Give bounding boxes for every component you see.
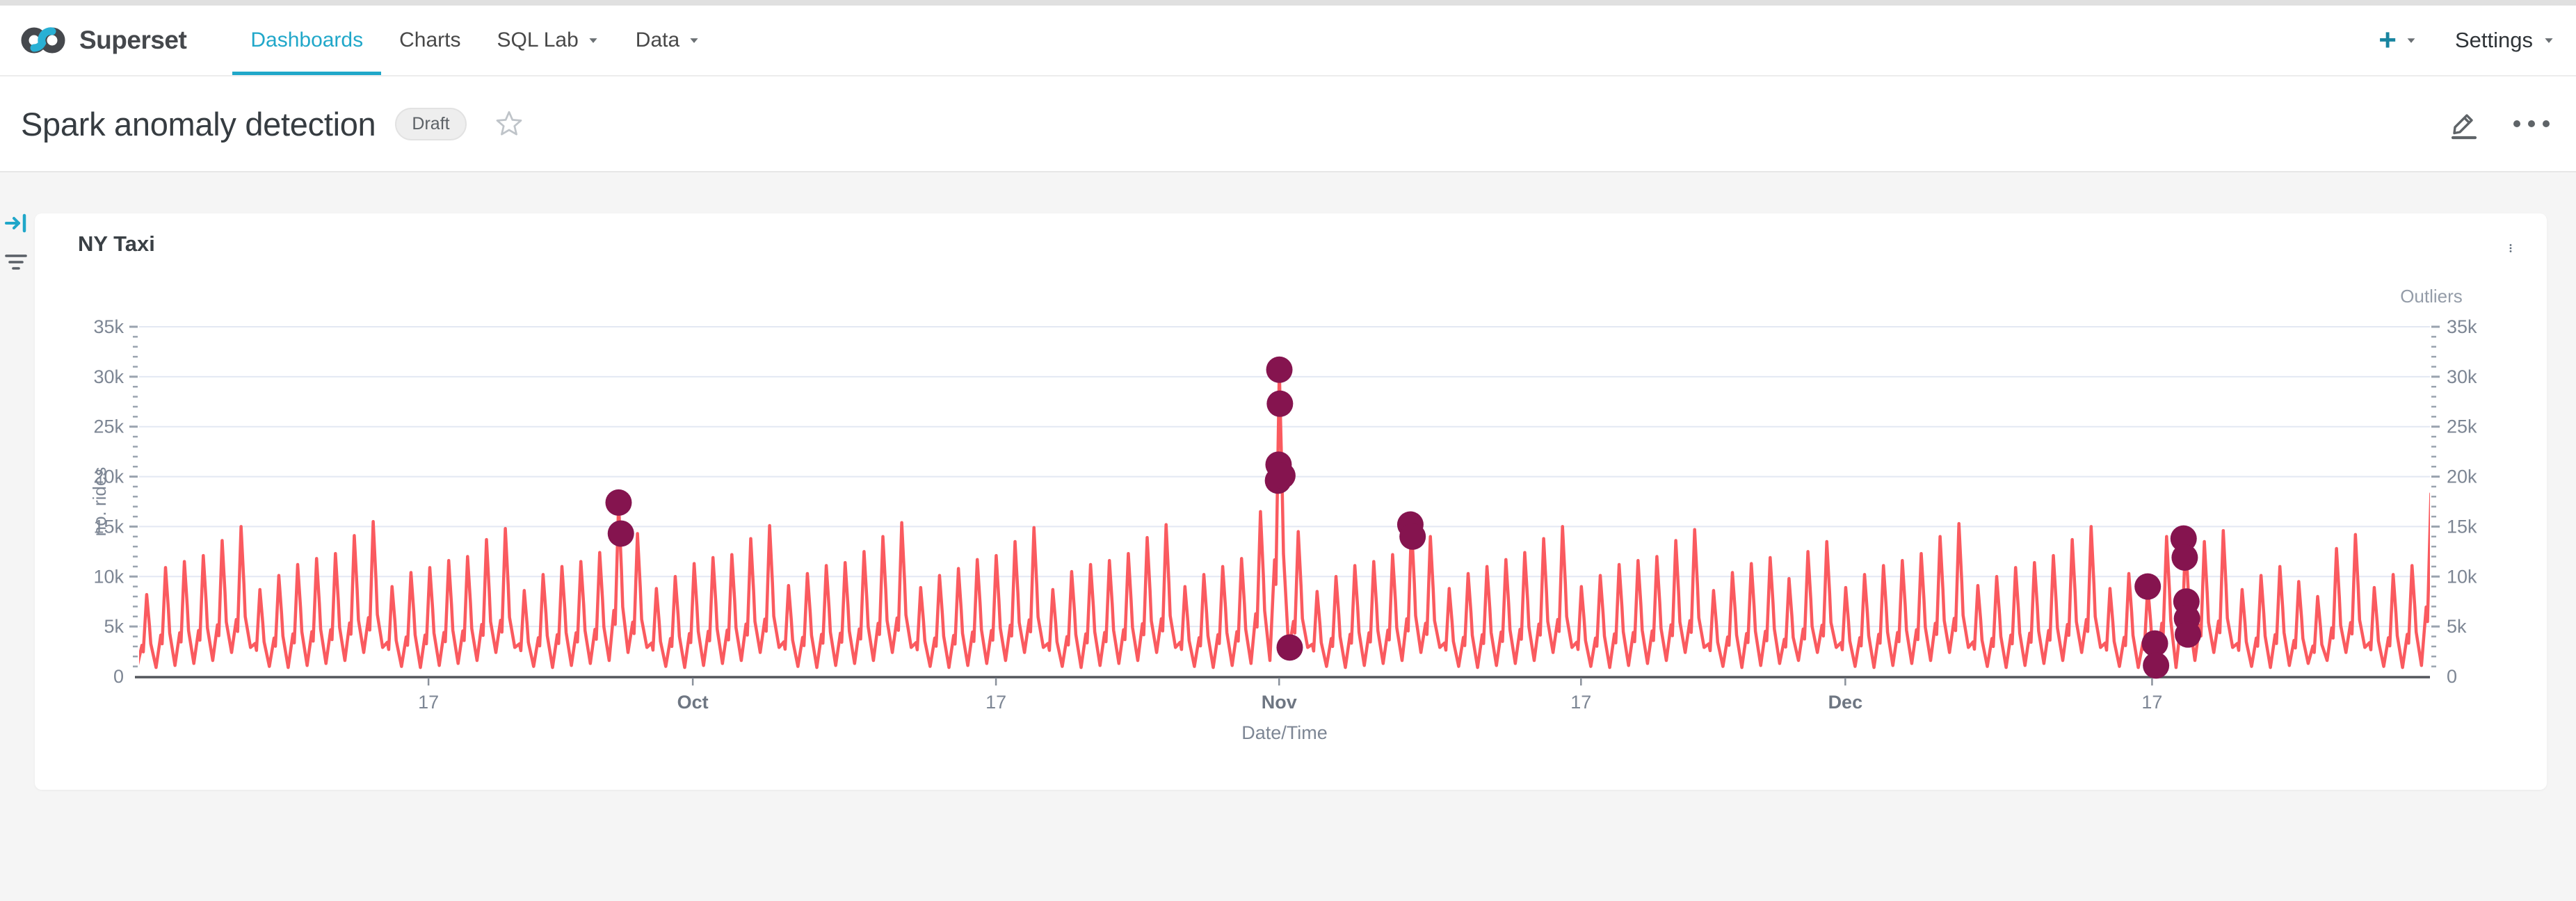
dashboard-header: Spark anomaly detection Draft (0, 76, 2576, 172)
outlier-point (2170, 525, 2197, 552)
window-top-strip (0, 0, 2576, 6)
settings-menu[interactable]: Settings (2455, 28, 2555, 53)
outlier-point (1266, 356, 1293, 383)
x-axis-title: Date/Time (1241, 722, 1328, 743)
caret-down-icon (589, 38, 597, 43)
favorite-star-icon[interactable] (494, 109, 524, 138)
y-axis-label-right: 10k (2447, 566, 2477, 587)
outlier-point (1399, 523, 1426, 550)
outlier-point (2134, 573, 2162, 600)
chart-title: NY Taxi (78, 232, 155, 256)
x-axis-tick-label: 17 (2141, 692, 2162, 713)
y-axis-label-right: 5k (2447, 616, 2467, 637)
x-axis-tick-label: Nov (1262, 692, 1297, 713)
outlier-point (2143, 652, 2170, 679)
expand-filter-bar-icon[interactable] (4, 213, 28, 234)
chart-kebab-menu-icon[interactable] (2505, 230, 2516, 266)
y-axis-label-left: 15k (93, 516, 124, 537)
status-badge: Draft (395, 107, 467, 140)
y-axis-label-left: 20k (93, 466, 124, 487)
outlier-point (607, 520, 634, 547)
nav-item-charts[interactable]: Charts (399, 29, 461, 51)
outlier-point (2141, 630, 2168, 657)
y-axis-label-right: 0 (2447, 666, 2457, 687)
x-axis-tick-label: Dec (1828, 692, 1863, 713)
filter-rail (0, 172, 35, 900)
outlier-point (2171, 544, 2198, 571)
rides-line-series (139, 368, 2430, 669)
caret-down-icon (690, 38, 698, 43)
superset-logo[interactable]: Superset (21, 24, 187, 56)
new-item-button[interactable]: + (2378, 25, 2417, 56)
more-options-icon[interactable] (2512, 119, 2551, 129)
y-axis-title: no. rides (89, 467, 110, 537)
edit-pencil-icon[interactable] (2448, 107, 2480, 140)
y-axis-label-right: 25k (2447, 416, 2477, 437)
outlier-point (1266, 390, 1294, 417)
y-axis-label-left: 5k (104, 616, 124, 637)
right-axis-title-outliers: Outliers (2400, 286, 2463, 307)
x-axis-tick-label: 17 (418, 692, 439, 713)
y-axis-label-right: 15k (2447, 516, 2477, 537)
outlier-point (1269, 462, 1296, 489)
y-axis-label-left: 35k (93, 316, 124, 337)
y-axis-label-right: 35k (2447, 316, 2477, 337)
chart-card-ny-taxi: NY Taxi 0 0 5k 5k 10k 10k 15k 15k 20k 20k 25k 25k 30… (35, 213, 2547, 790)
y-axis-label-left: 25k (93, 416, 124, 437)
dashboard-body: NY Taxi 0 0 5k 5k 10k 10k 15k 15k 20k 20k 25k 25k 30… (0, 172, 2576, 900)
outlier-point (2175, 621, 2202, 648)
caret-down-icon (2407, 38, 2415, 43)
y-axis-label-right: 20k (2447, 466, 2477, 487)
x-axis-tick-label: 17 (985, 692, 1006, 713)
y-axis-label-left: 10k (93, 566, 124, 587)
brand-name: Superset (79, 26, 187, 54)
outlier-point (605, 489, 632, 516)
nav-item-data[interactable]: Data (618, 6, 718, 75)
main-menu: Dashboards Charts SQL Lab Data (232, 6, 718, 75)
outlier-point (1276, 634, 1303, 661)
caret-down-icon (2545, 38, 2553, 43)
y-axis-label-left: 0 (113, 666, 124, 687)
y-axis-label-left: 30k (93, 366, 124, 387)
page-title: Spark anomaly detection (21, 105, 376, 143)
x-axis-tick-label: Oct (677, 692, 709, 713)
y-axis-label-right: 30k (2447, 366, 2477, 387)
ny-taxi-anomaly-chart: 0 0 5k 5k 10k 10k 15k 15k 20k 20k 25k 25k 30k 30k 35k 3… (89, 286, 2477, 743)
x-axis-tick-label: 17 (1570, 692, 1591, 713)
nav-item-dashboards[interactable]: Dashboards (232, 6, 381, 75)
filter-list-icon[interactable] (4, 253, 29, 271)
navbar: Superset Dashboards Charts SQL Lab Data … (0, 6, 2576, 76)
nav-item-sql-lab[interactable]: SQL Lab (478, 6, 617, 75)
plus-icon: + (2378, 23, 2397, 57)
superset-infinity-icon (21, 27, 65, 54)
